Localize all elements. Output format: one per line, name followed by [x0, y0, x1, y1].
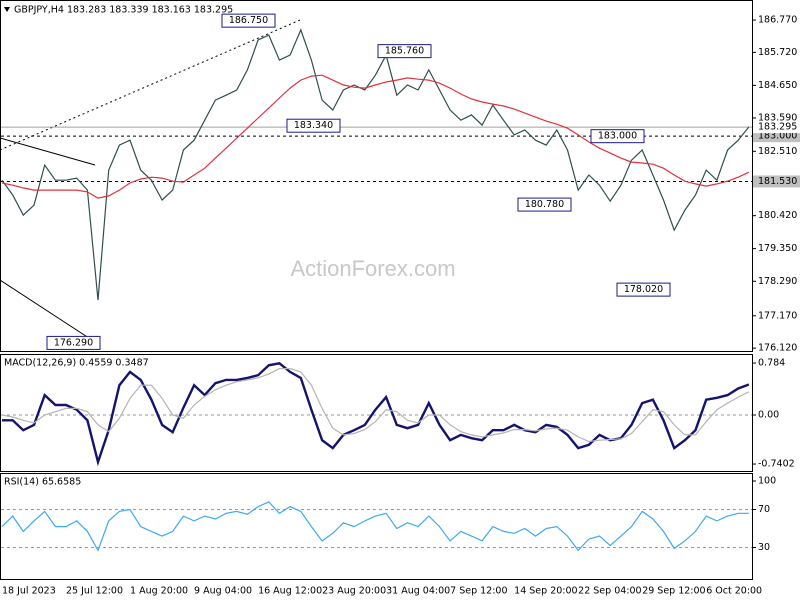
x-tick-label: 9 Aug 04:00 [194, 586, 252, 597]
trend-line [0, 279, 96, 343]
series-line [2, 362, 750, 467]
x-tick-label: 25 Jul 12:00 [66, 586, 123, 597]
x-tick-label: 18 Jul 2023 [2, 586, 56, 597]
annotation-label: 186.750 [229, 15, 268, 26]
x-tick-label: 16 Aug 12:00 [258, 586, 322, 597]
annotation-label: 185.760 [385, 46, 424, 57]
level-label: 183.000 [758, 131, 797, 142]
y-tick-label: 180.420 [758, 210, 797, 221]
y-tick-label: 183.590 [758, 112, 797, 123]
macd-title: MACD(12,26,9) 0.4559 0.3487 [4, 358, 149, 369]
annotation-box [221, 13, 276, 28]
y-tick-label: 182.510 [758, 146, 797, 157]
level-label-bg [753, 130, 800, 143]
y-tick-label: 184.650 [758, 80, 797, 91]
series-line [1, 501, 749, 552]
level-label: 181.530 [758, 176, 797, 187]
y-tick-label: 0.784 [758, 358, 785, 369]
last-price-bg [753, 121, 800, 134]
x-tick-label: 22 Sep 04:00 [578, 586, 641, 597]
x-tick-label: 7 Sep 12:00 [450, 586, 507, 597]
y-tick-label: 100 [758, 476, 776, 487]
rsi-title: RSI(14) 65.6585 [4, 477, 81, 488]
annotation-box [377, 44, 432, 59]
annotation-label: 180.780 [525, 199, 564, 210]
x-tick-label: 29 Sep 12:00 [642, 586, 705, 597]
annotation-label: 176.290 [54, 337, 93, 348]
series-line [1, 368, 750, 443]
macd-panel [0, 354, 753, 472]
x-tick-label: 1 Aug 20:00 [130, 586, 188, 597]
annotation-label: 178.020 [624, 284, 663, 295]
annotation-box [286, 118, 341, 133]
y-tick-label: 186.770 [758, 15, 797, 26]
annotation-label: 183.000 [598, 131, 637, 142]
y-tick-label: 0.00 [758, 409, 779, 420]
watermark: ActionForex.com [290, 256, 455, 281]
y-tick-label: -0.7402 [758, 459, 795, 470]
series-line [1, 28, 750, 301]
trend-line [0, 137, 96, 166]
annotation-box [46, 335, 101, 350]
x-tick-label: 31 Aug 04:00 [386, 586, 450, 597]
y-tick-label: 70 [758, 504, 770, 515]
series-line [1, 74, 750, 199]
y-tick-label: 177.170 [758, 310, 797, 321]
y-tick-label: 179.350 [758, 243, 797, 254]
annotation-label: 183.340 [294, 120, 333, 131]
x-tick-label: 23 Aug 20:00 [322, 586, 386, 597]
annotation-box [517, 197, 572, 212]
y-tick-label: 176.120 [758, 343, 797, 354]
x-tick-label: 6 Oct 20:00 [706, 586, 762, 597]
level-label-bg [753, 175, 800, 188]
x-tick-label: 14 Sep 20:00 [514, 586, 577, 597]
chart-title: GBPJPY,H4 183.283 183.339 183.163 183.29… [14, 5, 233, 16]
last-price-label: 183.295 [758, 122, 797, 133]
y-tick-label: 30 [758, 542, 770, 553]
y-tick-label: 185.720 [758, 47, 797, 58]
y-tick-label: 178.290 [758, 276, 797, 287]
annotation-box [590, 129, 645, 144]
title-icon [4, 7, 10, 12]
annotation-box [616, 282, 671, 297]
rsi-panel [0, 473, 753, 580]
price-panel [0, 0, 753, 352]
